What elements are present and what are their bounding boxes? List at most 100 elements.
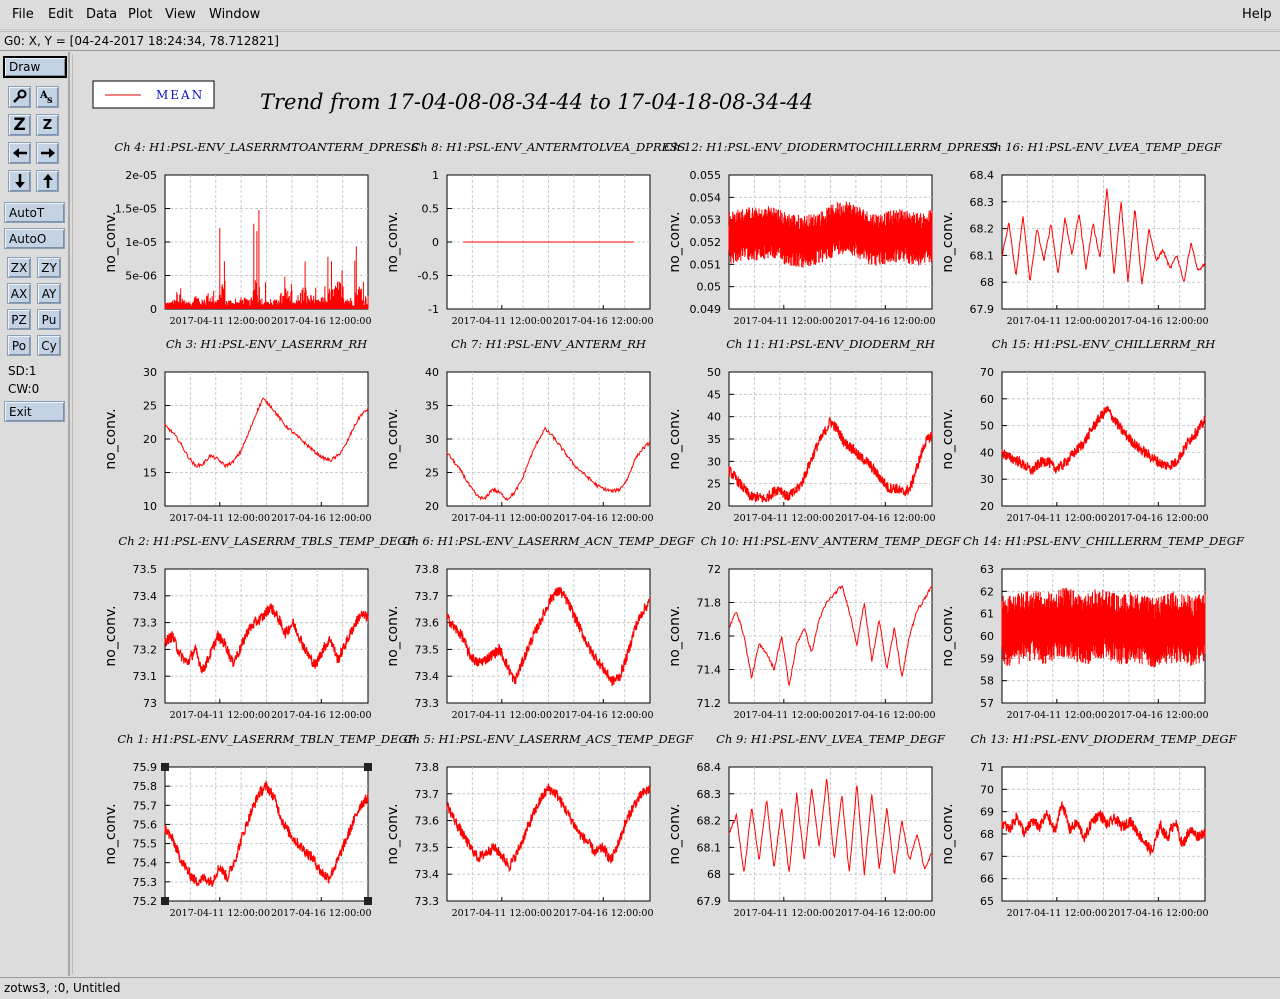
x-tick-label: 2017-04-11 12:00:00 (734, 316, 834, 327)
y-tick-label: 1.5e-05 (115, 203, 157, 216)
series-line (164, 397, 369, 469)
chart-panel-5[interactable]: Ch 3: H1:PSL-ENV_LASERRM_RH 30 25 20 15 10 201… (103, 337, 372, 524)
x-tick-label: 2017-04-11 12:00:00 (452, 513, 552, 524)
menu-help[interactable]: Help (1242, 7, 1272, 22)
main-title: Trend from 17-04-08-08-34-44 to 17-04-18… (260, 90, 813, 114)
ax-button[interactable]: AX (7, 283, 31, 304)
chart-panel-1[interactable]: Ch 4: H1:PSL-ENV_LASERRMTOANTERM_DPRESS 2… (103, 140, 419, 327)
pz-button[interactable]: PZ (7, 309, 31, 330)
series-line (164, 779, 369, 887)
y-axis-label: no_conv. (667, 408, 683, 469)
selection-handle[interactable] (364, 763, 372, 771)
y-tick-label: 68.3 (970, 196, 995, 209)
y-tick-label: 68.4 (697, 761, 722, 774)
menu-bar: File Edit Data Plot View Window Help (0, 0, 1280, 30)
zoom-z-small-icon[interactable]: Z (36, 114, 59, 136)
chart-panel-15[interactable]: Ch 9: H1:PSL-ENV_LVEA_TEMP_DEGF 68.4 68.3 6… (667, 732, 946, 919)
series-line (1001, 801, 1206, 857)
y-tick-label: 30 (980, 473, 994, 486)
y-tick-label: 61 (980, 608, 994, 621)
x-tick-label: 2017-04-11 12:00:00 (1007, 316, 1107, 327)
chart-title: Ch 11: H1:PSL-ENV_DIODERM_RH (726, 337, 936, 351)
y-tick-label: 73.8 (415, 761, 440, 774)
y-tick-label: 71.8 (697, 597, 722, 610)
draw-button[interactable]: Draw (3, 56, 67, 78)
chart-panel-4[interactable]: Ch 16: H1:PSL-ENV_LVEA_TEMP_DEGF 68.4 68.3… (940, 140, 1223, 327)
chart-panel-9[interactable]: Ch 2: H1:PSL-ENV_LASERRM_TBLS_TEMP_DEGF 7… (103, 534, 416, 721)
magnify-icon[interactable] (8, 86, 31, 108)
y-tick-label: 73.1 (133, 670, 158, 683)
y-tick-label: 67.9 (697, 895, 722, 908)
plot-svg[interactable]: MEAN Trend from 17-04-08-08-34-44 to 17-… (73, 54, 1277, 974)
chart-panel-6[interactable]: Ch 7: H1:PSL-ENV_ANTERM_RH 40 35 30 25 20 2017… (385, 337, 654, 524)
zoom-z-icon[interactable]: Z (8, 114, 31, 136)
cy-button[interactable]: Cy (37, 335, 61, 356)
chart-title: Ch 3: H1:PSL-ENV_LASERRM_RH (166, 337, 368, 351)
plot-canvas[interactable]: MEAN Trend from 17-04-08-08-34-44 to 17-… (72, 54, 1276, 974)
y-tick-label: 73.3 (415, 895, 440, 908)
chart-panel-14[interactable]: Ch 5: H1:PSL-ENV_LASERRM_ACS_TEMP_DEGF 73… (385, 732, 694, 919)
exit-button[interactable]: Exit (4, 401, 65, 422)
arrow-left-icon[interactable] (8, 142, 31, 164)
y-tick-label: 5e-06 (125, 270, 157, 283)
zy-label: ZY (41, 260, 57, 275)
y-axis-label: no_conv. (103, 803, 119, 864)
menu-file[interactable]: File (12, 7, 34, 22)
sd-readout: SD:1 (8, 364, 37, 378)
chart-panel-16[interactable]: Ch 13: H1:PSL-ENV_DIODERM_TEMP_DEGF 71 70 6… (940, 732, 1238, 919)
x-tick-label: 2017-04-16 12:00:00 (271, 908, 371, 919)
zx-label: ZX (10, 260, 28, 275)
y-tick-label: 73.7 (415, 590, 440, 603)
selection-handle[interactable] (364, 897, 372, 905)
y-tick-label: 50 (980, 420, 994, 433)
x-tick-label: 2017-04-16 12:00:00 (1108, 710, 1208, 721)
y-tick-label: -1 (428, 303, 439, 316)
chart-panel-3[interactable]: Ch 12: H1:PSL-ENV_DIODERMTOCHILLERRM_DPR… (664, 140, 997, 327)
y-axis-label: no_conv. (103, 408, 119, 469)
y-tick-label: 0.052 (690, 236, 722, 249)
autoo-button[interactable]: AutoO (4, 228, 65, 249)
y-tick-label: -0.5 (418, 270, 439, 283)
menu-window[interactable]: Window (209, 7, 261, 22)
menu-edit[interactable]: Edit (48, 7, 74, 22)
y-axis-label: no_conv. (385, 211, 401, 272)
svg-text:s: s (47, 95, 53, 105)
legend-box: MEAN (92, 80, 215, 109)
chart-panel-7[interactable]: Ch 11: H1:PSL-ENV_DIODERM_RH 50 45 40 35 30 25… (667, 337, 936, 524)
chart-panel-10[interactable]: Ch 6: H1:PSL-ENV_LASERRM_ACN_TEMP_DEGF 73… (385, 534, 695, 721)
y-tick-label: 73.4 (133, 590, 158, 603)
selection-handle[interactable] (161, 763, 169, 771)
x-tick-label: 2017-04-11 12:00:00 (1007, 908, 1107, 919)
chart-panel-2[interactable]: Ch 8: H1:PSL-ENV_ANTERMTOLVEA_DPRESS 1 0.5… (385, 140, 686, 327)
menu-view[interactable]: View (165, 7, 196, 22)
y-axis-label: no_conv. (385, 803, 401, 864)
selection-handle[interactable] (161, 897, 169, 905)
chart-panel-13[interactable]: Ch 1: H1:PSL-ENV_LASERRM_TBLN_TEMP_DEGF 7… (103, 732, 417, 919)
x-tick-label: 2017-04-11 12:00:00 (452, 710, 552, 721)
po-button[interactable]: Po (7, 335, 31, 356)
y-tick-label: 71.4 (697, 664, 722, 677)
pu-button[interactable]: Pu (37, 309, 61, 330)
chart-title: Ch 9: H1:PSL-ENV_LVEA_TEMP_DEGF (716, 732, 946, 746)
ay-button[interactable]: AY (37, 283, 61, 304)
arrow-down-icon[interactable] (8, 170, 31, 192)
zx-button[interactable]: ZX (7, 257, 31, 278)
chart-panel-12[interactable]: Ch 14: H1:PSL-ENV_CHILLERRM_TEMP_DEGF 63 6… (940, 534, 1245, 721)
menu-data[interactable]: Data (86, 7, 118, 22)
x-tick-label: 2017-04-16 12:00:00 (553, 710, 653, 721)
series-line (164, 603, 369, 674)
chart-panel-11[interactable]: Ch 10: H1:PSL-ENV_ANTERM_TEMP_DEGF 72 71.8… (667, 534, 961, 721)
zy-button[interactable]: ZY (37, 257, 61, 278)
x-tick-label: 2017-04-11 12:00:00 (734, 908, 834, 919)
menu-plot[interactable]: Plot (128, 7, 153, 22)
y-tick-label: 35 (707, 433, 721, 446)
x-tick-label: 2017-04-11 12:00:00 (1007, 710, 1107, 721)
y-tick-label: 69 (980, 806, 994, 819)
y-axis-label: no_conv. (667, 211, 683, 272)
arrow-right-icon[interactable] (36, 142, 59, 164)
chart-panel-8[interactable]: Ch 15: H1:PSL-ENV_CHILLERRM_RH 70 60 50 40 30… (940, 337, 1216, 524)
autot-button[interactable]: AutoT (4, 202, 65, 223)
arrow-up-icon[interactable] (36, 170, 59, 192)
